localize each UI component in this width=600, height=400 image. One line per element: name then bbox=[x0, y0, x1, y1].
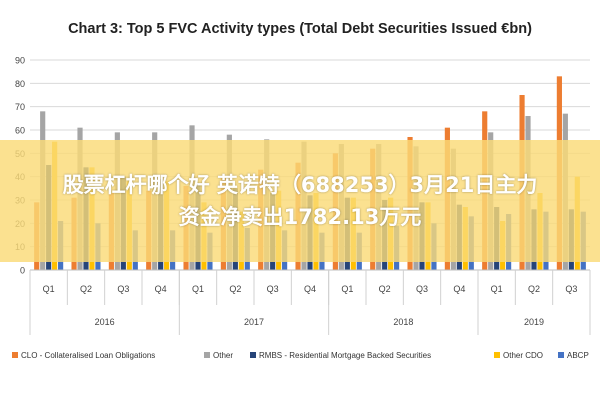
legend-label-2: RMBS - Residential Mortgage Backed Secur… bbox=[259, 351, 431, 360]
y-tick-label: 80 bbox=[15, 79, 25, 89]
x-tick-label: Q1 bbox=[43, 284, 55, 294]
x-tick-label: Q3 bbox=[416, 284, 428, 294]
x-tick-label: Q3 bbox=[565, 284, 577, 294]
y-tick-label: 0 bbox=[20, 266, 25, 276]
x-tick-label: Q4 bbox=[155, 284, 167, 294]
chart-title: Chart 3: Top 5 FVC Activity types (Total… bbox=[68, 21, 532, 37]
x-tick-label: Q3 bbox=[267, 284, 279, 294]
legend-swatch-1 bbox=[204, 352, 210, 358]
y-tick-label: 90 bbox=[15, 56, 25, 66]
x-tick-label: Q1 bbox=[192, 284, 204, 294]
x-tick-label: Q1 bbox=[341, 284, 353, 294]
y-tick-label: 60 bbox=[15, 126, 25, 136]
legend-label-3: Other CDO bbox=[503, 351, 543, 360]
x-tick-label: Q2 bbox=[229, 284, 241, 294]
legend-label-4: ABCP bbox=[567, 351, 589, 360]
headline-line-1: 股票杠杆哪个好 英诺特（688253）3月21日主力 bbox=[62, 173, 538, 197]
legend-swatch-2 bbox=[250, 352, 256, 358]
x-tick-label: Q2 bbox=[528, 284, 540, 294]
x-tick-label: Q3 bbox=[117, 284, 129, 294]
x-tick-label: Q4 bbox=[304, 284, 316, 294]
y-tick-label: 70 bbox=[15, 102, 25, 112]
legend-swatch-0 bbox=[12, 352, 18, 358]
legend-label-0: CLO - Collateralised Loan Obligations bbox=[21, 351, 155, 360]
x-tick-label: Q1 bbox=[491, 284, 503, 294]
x-tick-label: Q2 bbox=[379, 284, 391, 294]
legend-label-1: Other bbox=[213, 351, 233, 360]
headline-banner: 股票杠杆哪个好 英诺特（688253）3月21日主力 资金净卖出1782.13万… bbox=[0, 140, 600, 262]
legend-swatch-3 bbox=[494, 352, 500, 358]
legend-swatch-4 bbox=[558, 352, 564, 358]
year-group-label: 2017 bbox=[244, 317, 264, 327]
year-group-label: 2016 bbox=[95, 317, 115, 327]
year-group-label: 2019 bbox=[524, 317, 544, 327]
year-group-label: 2018 bbox=[393, 317, 413, 327]
x-tick-label: Q2 bbox=[80, 284, 92, 294]
x-tick-label: Q4 bbox=[453, 284, 465, 294]
headline-line-2: 资金净卖出1782.13万元 bbox=[178, 205, 422, 229]
